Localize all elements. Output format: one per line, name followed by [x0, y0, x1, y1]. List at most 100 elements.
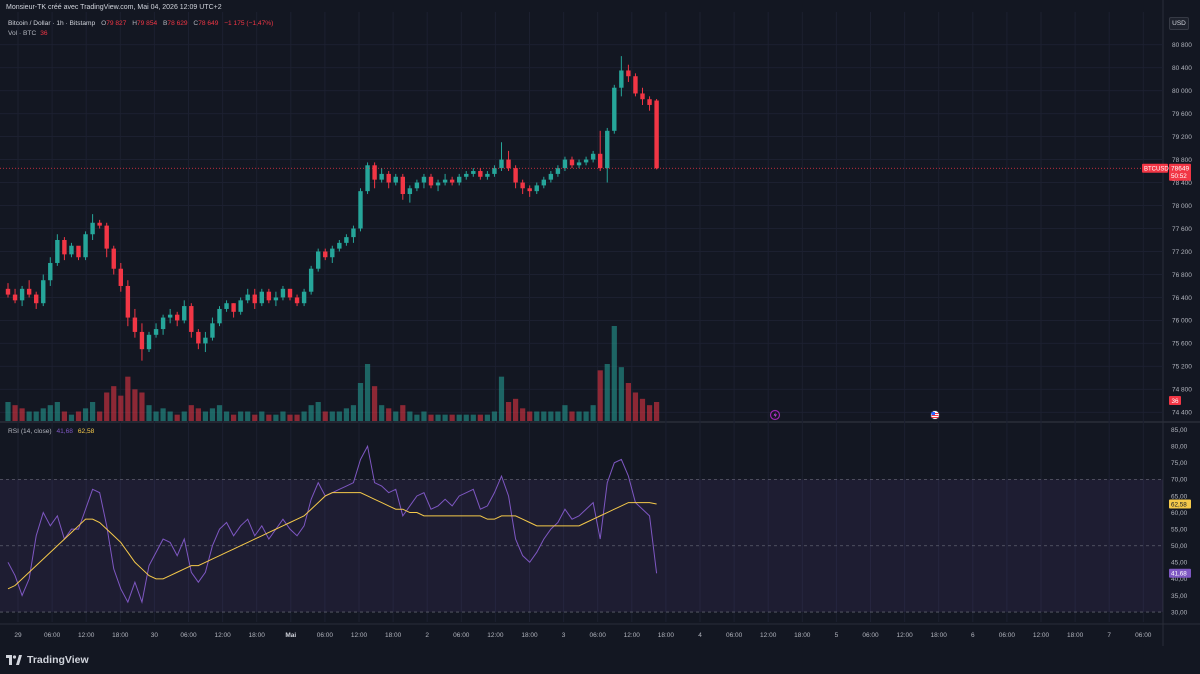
volume-bar: [287, 414, 293, 421]
chart-canvas[interactable]: 29 06:00 12:00 18:00 30 06:00 12:00 18:00 Mai 06:…: [0, 0, 1200, 646]
volume-bar: [372, 386, 378, 421]
volume-bar: [19, 408, 25, 421]
candle-body: [252, 294, 257, 304]
volume-bar: [160, 408, 166, 421]
close-value: 78 649: [198, 20, 219, 27]
time-axis-label: 18:00: [658, 632, 675, 639]
volume-bar: [12, 405, 18, 421]
volume-bar: [470, 414, 476, 421]
candle-body: [62, 239, 67, 255]
volume-bar: [280, 411, 286, 421]
candle-body: [203, 337, 208, 344]
candle-body: [48, 262, 53, 281]
volume-bar: [498, 376, 505, 421]
time-axis-label: 29: [14, 632, 22, 639]
close-label: C: [193, 20, 199, 27]
volume-bar: [118, 395, 124, 421]
candle-body: [245, 294, 250, 301]
symbol-legend: Bitcoin / Dollar · 1h · Bitstamp O79 827…: [8, 19, 273, 38]
time-axis-label: Mai: [285, 632, 296, 639]
volume-bar: [322, 411, 328, 421]
candle-body: [605, 130, 610, 169]
volume-label[interactable]: Vol · BTC: [8, 29, 37, 37]
candle-body: [478, 171, 483, 177]
time-axis-label: 06:00: [1135, 632, 1152, 639]
candle-body: [26, 288, 32, 295]
candle-body: [104, 225, 109, 249]
tradingview-logo-icon: [6, 655, 22, 665]
volume-legend-row: Vol · BTC 36: [8, 29, 273, 39]
candle-body: [485, 173, 490, 177]
candle-body: [471, 171, 476, 174]
open-value: 79 827: [106, 20, 127, 27]
candle-body: [97, 222, 102, 226]
tradingview-logo[interactable]: TradingView: [6, 654, 89, 666]
volume-bar: [505, 402, 512, 421]
open-label: O: [101, 20, 107, 27]
volume-bar: [534, 411, 540, 421]
price-axis-label: 78 000: [1172, 203, 1192, 210]
candle-body: [118, 268, 123, 286]
candle-body: [407, 188, 413, 195]
volume-bar: [167, 411, 173, 421]
candle-body: [153, 329, 159, 335]
volume-bar: [315, 402, 321, 421]
candle-body: [647, 99, 652, 105]
price-axis-label: 78 800: [1172, 157, 1192, 164]
volume-bar: [181, 411, 187, 421]
rsi-axis-label: 85,00: [1171, 427, 1188, 434]
price-axis-label: 80 800: [1172, 42, 1192, 49]
time-axis-label: 12:00: [214, 632, 231, 639]
time-axis-label: 18:00: [385, 632, 402, 639]
volume-bar: [569, 411, 575, 421]
volume-bar: [350, 405, 357, 421]
candle-body: [308, 268, 314, 292]
symbol-description[interactable]: Bitcoin / Dollar · 1h · Bitstamp: [8, 20, 96, 27]
price-axis-label: 80 400: [1172, 65, 1192, 72]
volume-bar: [364, 364, 371, 421]
candle-body: [69, 245, 74, 255]
volume-bar: [54, 402, 60, 421]
volume-bar: [82, 408, 89, 421]
volume-bar: [209, 408, 216, 421]
candle-body: [344, 237, 349, 243]
time-axis-label: 06:00: [453, 632, 470, 639]
candle-body: [442, 179, 448, 183]
time-axis-label: 06:00: [44, 632, 61, 639]
candle-body: [633, 76, 638, 94]
candle-body: [231, 303, 236, 312]
time-axis-label: 6: [971, 632, 975, 639]
volume-bar: [527, 411, 533, 421]
candle-body: [654, 100, 659, 169]
rsi-axis-label: 75,00: [1171, 460, 1188, 467]
rsi-ma-value: 62,58: [77, 428, 95, 435]
volume-bar: [625, 383, 631, 421]
price-axis-label: 80 000: [1172, 88, 1192, 95]
candle-body: [499, 159, 504, 169]
candle-body: [457, 176, 462, 183]
volume-bar: [75, 411, 82, 421]
rsi-label[interactable]: RSI (14, close): [8, 428, 52, 435]
candle-body: [358, 191, 363, 229]
volume-bar: [146, 405, 152, 421]
candle-body: [266, 291, 272, 301]
volume-bar: [555, 411, 561, 421]
volume-bar: [639, 398, 646, 421]
time-axis-label: 5: [835, 632, 839, 639]
volume-bar: [231, 414, 237, 421]
time-axis-label: 06:00: [317, 632, 334, 639]
time-axis-label: 12:00: [760, 632, 777, 639]
volume-bar: [604, 364, 610, 421]
price-axis-label: 74 400: [1172, 410, 1192, 417]
candle-body: [527, 188, 532, 192]
rsi-axis-label: 45,00: [1171, 560, 1188, 567]
volume-bar: [125, 376, 131, 421]
volume-bar: [590, 405, 596, 421]
candle-body: [146, 334, 152, 350]
candle-body: [287, 288, 293, 298]
rsi-ma-line: [7, 492, 657, 590]
candle-body: [34, 294, 39, 304]
volume-bar: [336, 411, 342, 421]
currency-button[interactable]: USD: [1169, 17, 1189, 30]
